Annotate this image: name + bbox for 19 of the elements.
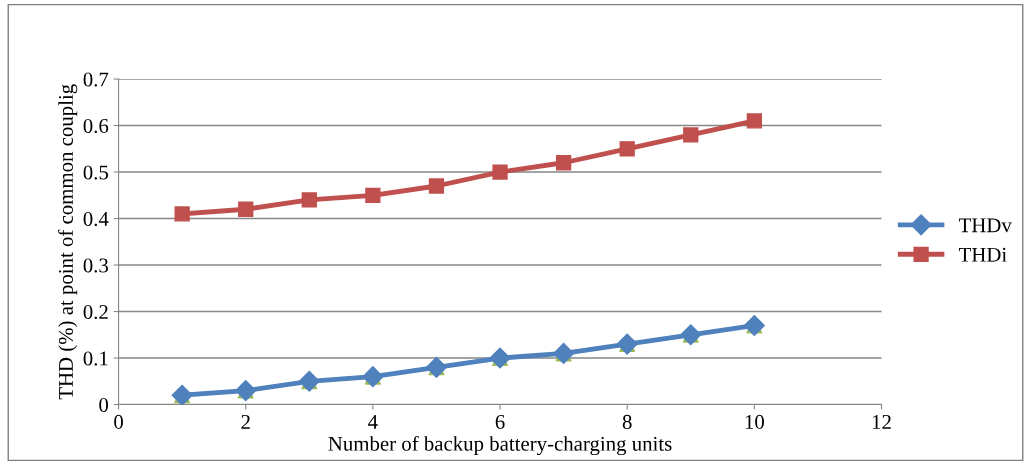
x-tick-label: 8 <box>622 414 632 429</box>
y-tick-label: 0 <box>99 397 109 412</box>
y-tick-label: 0.2 <box>83 304 108 320</box>
x-tick-label: 4 <box>368 415 378 429</box>
x-tick-label: 12 <box>872 414 891 429</box>
x-tick-label: 0 <box>114 414 123 429</box>
legend-label: THDi <box>958 247 1007 262</box>
x-tick-label: 2 <box>241 414 250 429</box>
y-tick-label: 0.4 <box>83 211 109 227</box>
y-tick-label: 0.1 <box>83 351 108 366</box>
legend-label: THDv <box>958 218 1012 233</box>
y-tick-label: 0.3 <box>83 258 109 273</box>
y-tick-label: 0.5 <box>83 165 109 180</box>
y-axis-title: THD (%) at point of common couplig <box>58 84 78 400</box>
x-tick-label: 6 <box>495 414 505 429</box>
y-tick-label: 0.6 <box>83 118 109 134</box>
y-tick-label: 0.7 <box>83 72 109 87</box>
x-axis-title: Number of backup battery-charging units <box>328 435 672 456</box>
x-tick-label: 10 <box>745 414 764 429</box>
